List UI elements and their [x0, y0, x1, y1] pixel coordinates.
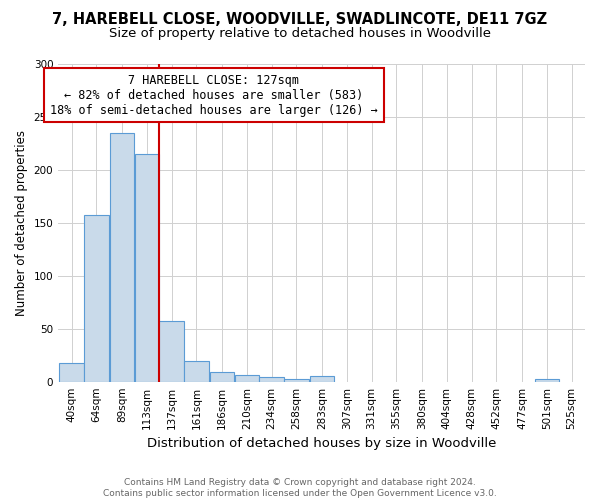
- Bar: [110, 133, 134, 382]
- Text: Size of property relative to detached houses in Woodville: Size of property relative to detached ho…: [109, 28, 491, 40]
- Bar: [210, 372, 235, 382]
- Text: Contains HM Land Registry data © Crown copyright and database right 2024.
Contai: Contains HM Land Registry data © Crown c…: [103, 478, 497, 498]
- Bar: [310, 376, 334, 382]
- Text: 7 HAREBELL CLOSE: 127sqm
← 82% of detached houses are smaller (583)
18% of semi-: 7 HAREBELL CLOSE: 127sqm ← 82% of detach…: [50, 74, 378, 116]
- X-axis label: Distribution of detached houses by size in Woodville: Distribution of detached houses by size …: [147, 437, 496, 450]
- Bar: [235, 376, 259, 382]
- Y-axis label: Number of detached properties: Number of detached properties: [15, 130, 28, 316]
- Bar: [59, 362, 84, 382]
- Bar: [535, 378, 559, 382]
- Bar: [134, 154, 159, 382]
- Bar: [160, 322, 184, 382]
- Bar: [284, 378, 308, 382]
- Bar: [184, 360, 209, 382]
- Bar: [259, 378, 284, 382]
- Text: 7, HAREBELL CLOSE, WOODVILLE, SWADLINCOTE, DE11 7GZ: 7, HAREBELL CLOSE, WOODVILLE, SWADLINCOT…: [52, 12, 548, 28]
- Bar: [84, 216, 109, 382]
